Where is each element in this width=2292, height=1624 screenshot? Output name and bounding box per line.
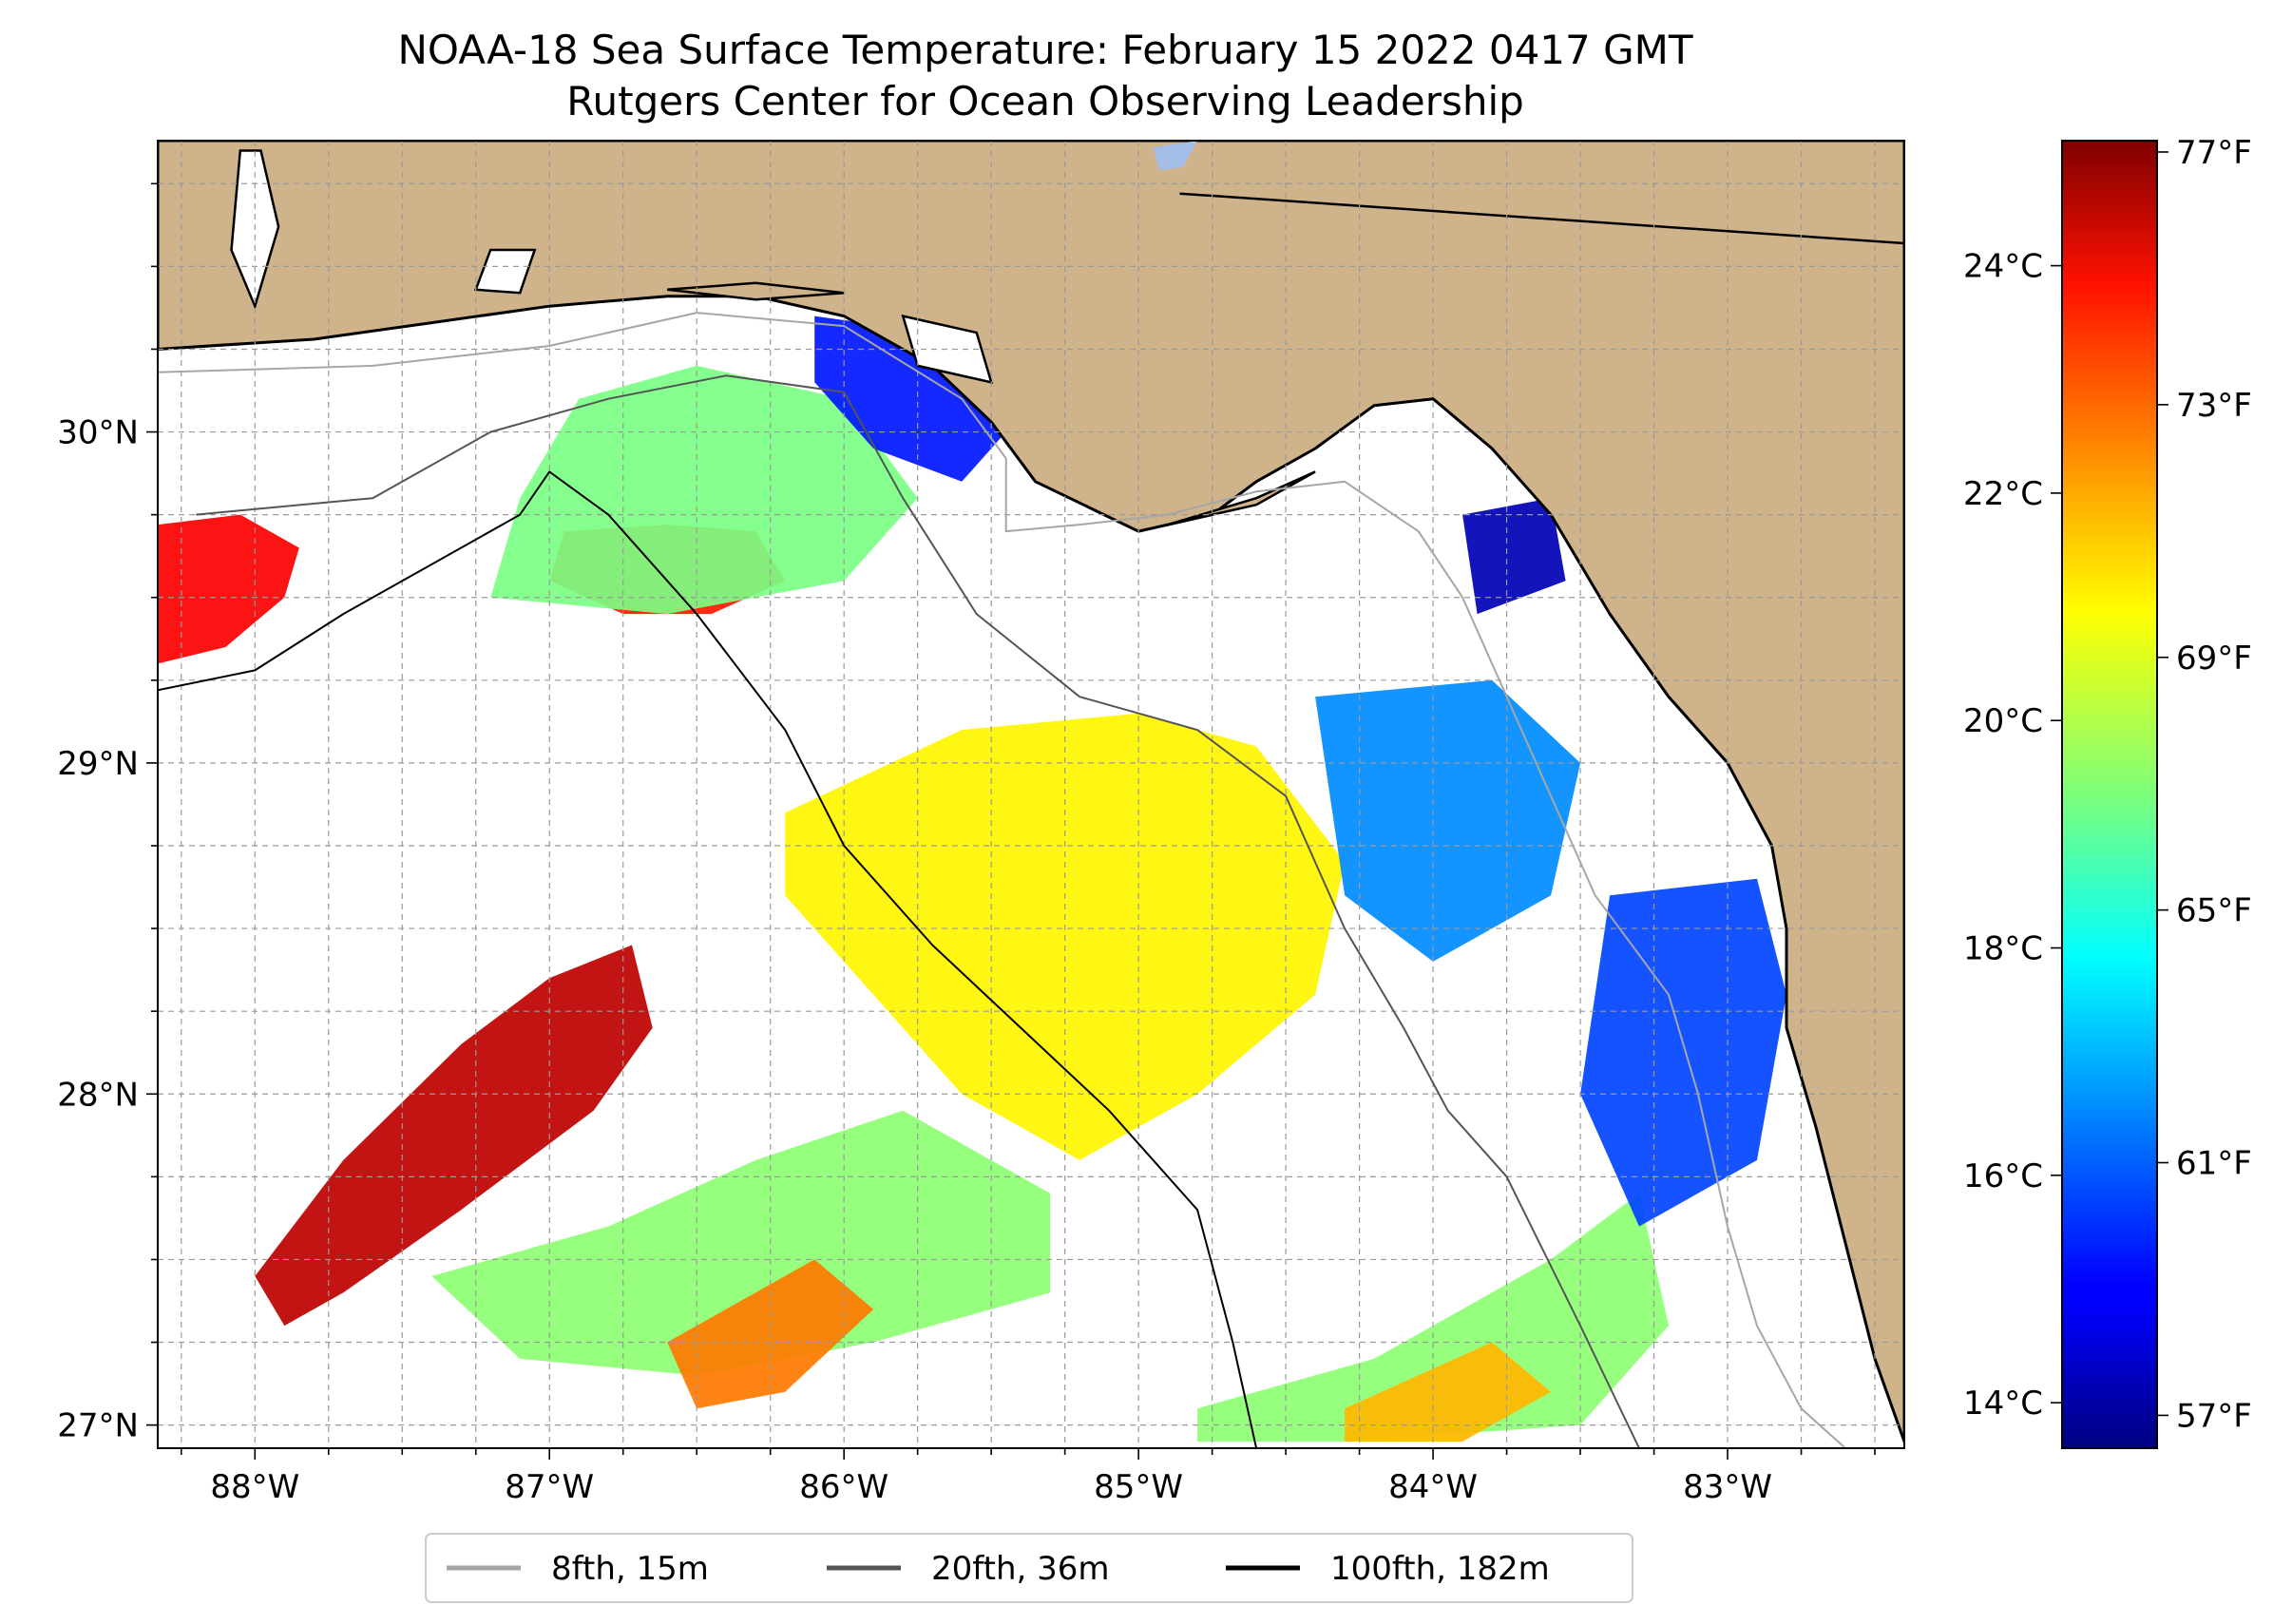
barrier-island-1 [1167, 470, 1316, 526]
x-tick-label: 85°W [1094, 1468, 1183, 1506]
colorbar-f-label: 77°F [2176, 134, 2252, 172]
isobath-8fth [158, 312, 1846, 1448]
colorbar-c-label: 16°C [1963, 1157, 2043, 1195]
barrier-island-0 [667, 281, 845, 301]
isobaths [158, 312, 1846, 1448]
legend-label: 100fth, 182m [1330, 1550, 1550, 1588]
sst-patch-northern-green [490, 365, 918, 615]
state-border [1179, 192, 1904, 245]
colorbar-f-label: 73°F [2176, 387, 2252, 425]
sst-patch-southwest-green [431, 1110, 1051, 1376]
florida-land [158, 141, 1904, 1443]
chart-subtitle: Rutgers Center for Ocean Observing Leade… [566, 78, 1524, 124]
sst-layer [158, 315, 1786, 1442]
sst-patch-deep-red-band [255, 945, 653, 1327]
x-tick-label: 84°W [1388, 1468, 1478, 1506]
y-tick-label: 30°N [57, 414, 139, 452]
x-tick-label: 88°W [210, 1468, 299, 1506]
colorbar-f-label: 57°F [2176, 1397, 2252, 1435]
colorbar-ticks: 14°C 16°C 18°C 20°C 22°C 24°C 57°F 61°F 65°F 69°F… [1963, 134, 2252, 1435]
sst-patch-north-deep-blue [1462, 498, 1566, 615]
isobath-100fth [158, 470, 1258, 1448]
map-frame [157, 140, 1905, 1449]
sst-patch-bigbend-blue [1315, 679, 1581, 962]
colorbar-c-label: 18°C [1963, 930, 2043, 968]
colorbar-f-label: 61°F [2176, 1145, 2252, 1183]
legend-label: 20fth, 36m [931, 1550, 1110, 1588]
y-tick-label: 29°N [57, 745, 139, 783]
colorbar-c-label: 22°C [1963, 475, 2043, 513]
bay-1 [473, 248, 537, 295]
chart-title: NOAA-18 Sea Surface Temperature: Februar… [397, 27, 1693, 73]
isobath-20fth [196, 374, 1640, 1448]
sst-patch-east-blue [1580, 878, 1786, 1227]
colorbar-f-label: 69°F [2176, 640, 2252, 678]
lake-seminole [1153, 141, 1198, 171]
colorbar-c-label: 14°C [1963, 1385, 2043, 1423]
colorbar-c-label: 20°C [1963, 702, 2043, 740]
sst-patch-south-orange [1345, 1342, 1552, 1442]
x-tick-label: 86°W [799, 1468, 888, 1506]
legend-box [425, 1533, 1633, 1603]
x-tick-label: 83°W [1683, 1468, 1772, 1506]
y-tick-label: 27°N [57, 1407, 139, 1445]
map-axes: 88°W 87°W 86°W 85°W 84°W 83°W 27°N 28°N 29°N 30°N [57, 182, 1876, 1506]
colorbar [2061, 140, 2158, 1449]
colorbar-f-label: 65°F [2176, 892, 2252, 930]
y-tick-label: 28°N [57, 1076, 139, 1114]
sst-patch-panhandle-blue [814, 315, 1022, 482]
gridlines [158, 141, 1904, 1448]
land-layer [158, 141, 1904, 1443]
sst-patch-northwest-red [158, 514, 299, 664]
legend: 8fth, 15m 20fth, 36m 100fth, 182m [425, 1533, 1633, 1603]
colorbar-c-label: 24°C [1963, 248, 2043, 286]
x-tick-label: 87°W [505, 1468, 594, 1506]
legend-label: 8fth, 15m [551, 1550, 709, 1588]
sst-patch-south-green [1197, 1193, 1669, 1442]
